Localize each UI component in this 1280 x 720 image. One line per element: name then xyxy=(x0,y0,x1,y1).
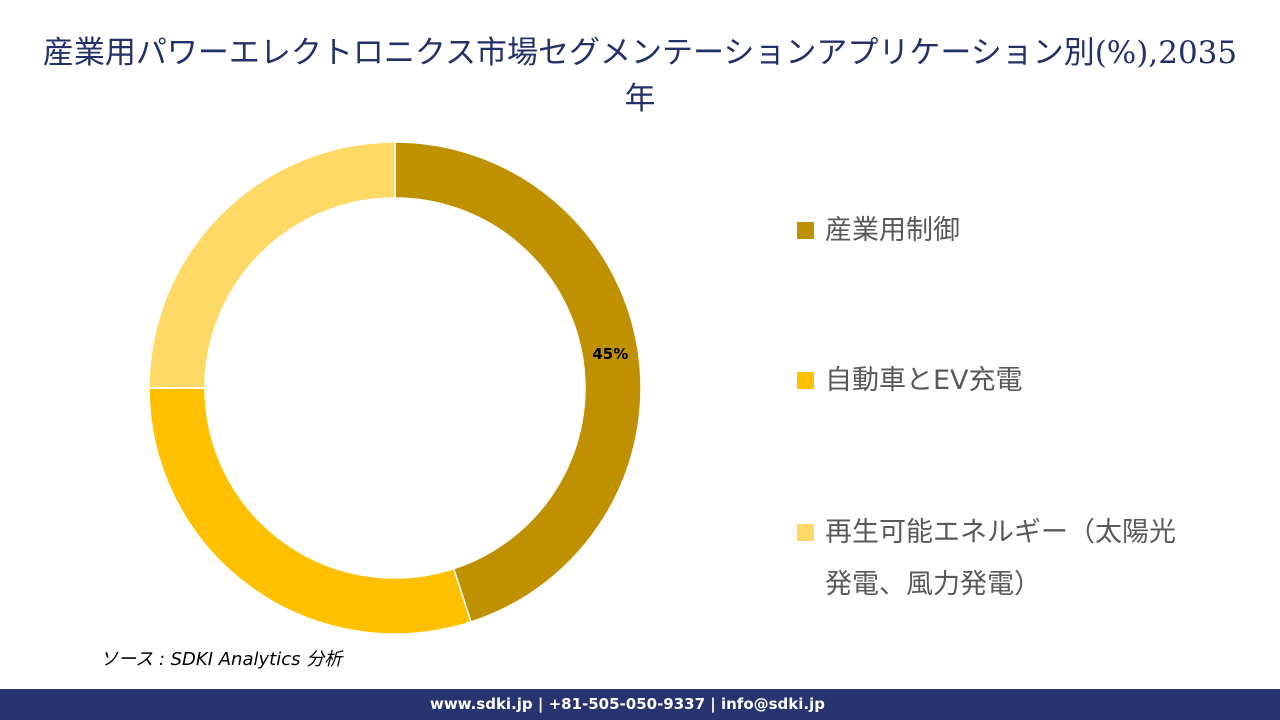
donut-segment xyxy=(148,387,472,635)
legend-label: 産業用制御 xyxy=(825,215,960,246)
legend-swatch xyxy=(797,222,814,239)
footer-contact: www.sdki.jp | +81-505-050-9337 | info@sd… xyxy=(429,695,825,713)
legend-item: 自動車とEV充電 xyxy=(797,355,1185,407)
legend-item: 産業用制御 xyxy=(797,205,1185,257)
legend-item: 再生可能エネルギー（太陽光発電、風力発電） xyxy=(797,507,1185,611)
legend-label: 自動車とEV充電 xyxy=(825,365,1023,396)
legend-swatch xyxy=(797,372,814,389)
source-note: ソース : SDKI Analytics 分析 xyxy=(100,649,343,670)
donut-segment xyxy=(148,141,396,389)
data-label: 45% xyxy=(592,345,628,363)
footer-bar: www.sdki.jp | +81-505-050-9337 | info@sd… xyxy=(0,689,1280,720)
donut-segment xyxy=(394,141,642,623)
legend-swatch xyxy=(797,524,814,541)
legend-label: 再生可能エネルギー（太陽光発電、風力発電） xyxy=(825,517,1176,600)
chart-title: 産業用パワーエレクトロニクス市場セグメンテーションアプリケーション別(%),20… xyxy=(42,35,1238,117)
